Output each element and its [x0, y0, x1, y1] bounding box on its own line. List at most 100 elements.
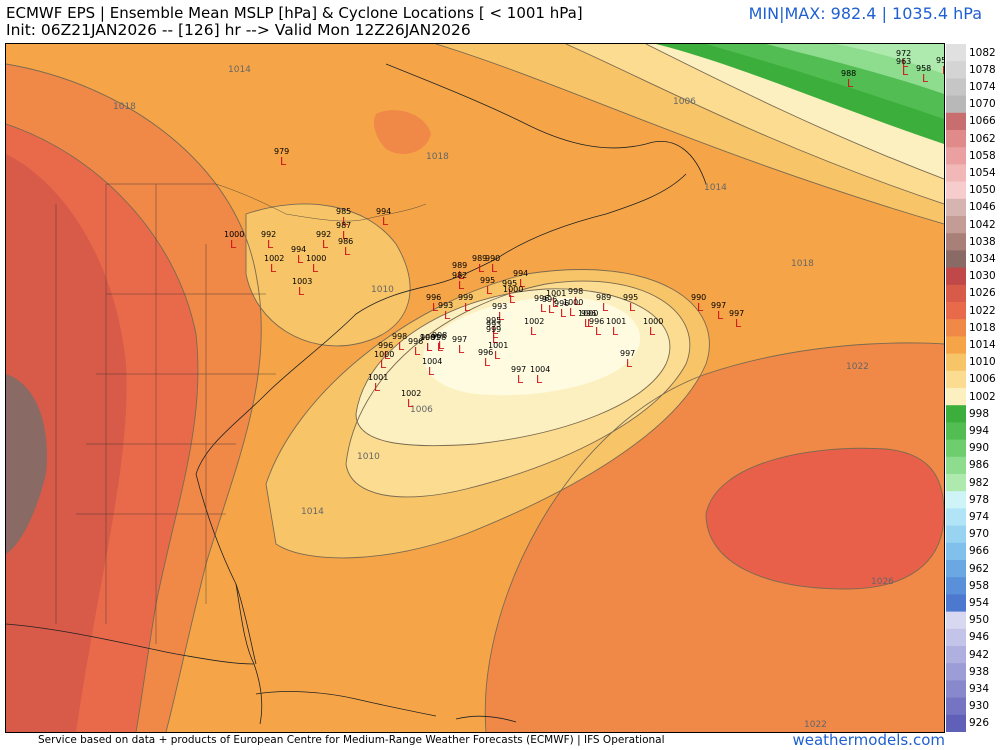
- border-us-canada: [106, 183, 427, 222]
- colorbar-label: 942: [969, 648, 990, 661]
- cyclone-pressure-value: 988: [841, 69, 856, 78]
- cyclone-low-marker: L: [649, 325, 656, 338]
- cyclone-pressure-value: 1000: [374, 350, 394, 359]
- colorbar-swatch: [946, 78, 966, 97]
- cyclone-pressure-value: 998: [568, 287, 583, 296]
- cyclone-low-marker: L: [942, 64, 944, 77]
- isobar-label: 1010: [357, 452, 380, 462]
- cyclone-low-marker: L: [267, 238, 274, 251]
- colorbar-label: 1058: [969, 149, 996, 162]
- colorbar-swatch: [946, 336, 966, 355]
- colorbar-label: 950: [969, 614, 990, 627]
- pressure-field-west-1030: [6, 154, 127, 732]
- colorbar-label: 934: [969, 683, 990, 695]
- cyclone-low-marker: L: [342, 215, 349, 228]
- cyclone-pressure-value: 998: [432, 331, 447, 340]
- cyclone-pressure-value: 996: [554, 299, 569, 308]
- colorbar-swatch: [946, 456, 966, 475]
- colorbar-label: 1082: [969, 46, 996, 59]
- cyclone-pressure-value: 993: [438, 301, 453, 310]
- cyclone-low-marker: L: [494, 349, 501, 362]
- colorbar-label: 1026: [969, 287, 996, 300]
- cyclone-low-marker: L: [902, 57, 909, 70]
- colorbar-label: 1038: [969, 235, 996, 248]
- colorbar-label: 1074: [969, 81, 996, 93]
- isobar-label: 1014: [301, 507, 324, 517]
- isobar-label: 1010: [371, 285, 394, 295]
- pressure-field-ne-990: [836, 44, 944, 74]
- coastline-canada: [385, 63, 707, 185]
- cyclone-pressure-value: 985: [336, 207, 351, 216]
- cyclone-low-marker: L: [560, 307, 567, 320]
- cyclone-pressure-value: 989: [596, 293, 611, 302]
- cyclone-pressure-value: 995: [486, 316, 501, 325]
- cyclone-pressure-value: 989: [452, 261, 467, 270]
- cyclone-low-marker: L: [384, 349, 391, 362]
- colorbar-swatch: [946, 628, 966, 647]
- cyclone-low-marker: L: [428, 365, 435, 378]
- cyclone-pressure-value: 1001: [606, 317, 626, 326]
- cyclone-pressure-value: 993: [492, 302, 507, 311]
- cyclone-low-marker: L: [230, 238, 237, 251]
- pressure-field-west-1034: [6, 374, 47, 554]
- cyclone-pressure-value: 992: [316, 230, 331, 239]
- cyclone-low-marker: L: [270, 262, 277, 275]
- cyclone-low-marker: L: [382, 215, 389, 228]
- cyclone-pressure-value: 996: [408, 337, 423, 346]
- site-link[interactable]: weathermodels.com: [792, 731, 945, 749]
- cyclone-pressure-value: 982: [452, 271, 467, 280]
- cyclone-low-marker: L: [902, 65, 909, 78]
- colorbar-label: 998: [969, 407, 990, 420]
- colorbar-label: 1046: [969, 201, 996, 214]
- cyclone-pressure-value: 1000: [306, 254, 326, 263]
- colorbar-label: 1042: [969, 218, 996, 231]
- cyclone-low-marker: L: [312, 262, 319, 275]
- isobar-label: 1018: [791, 259, 814, 269]
- cyclone-low-marker: L: [280, 155, 287, 168]
- cyclone-pressure-value: 996: [378, 341, 393, 350]
- cyclone-low-marker: L: [438, 339, 445, 352]
- cyclone-low-marker: L: [458, 269, 465, 282]
- cyclone-pressure-value: 994: [291, 245, 306, 254]
- cyclone-low-marker: L: [509, 293, 516, 306]
- colorbar-swatch: [946, 198, 966, 217]
- colorbar-label: 1018: [969, 321, 996, 334]
- colorbar-swatch: [946, 611, 966, 630]
- cyclone-pressure-value: 997: [711, 301, 726, 310]
- isobar-label: 1014: [228, 65, 251, 75]
- isobar-label: 1022: [846, 362, 869, 372]
- cyclone-pressure-value: 1000: [503, 285, 523, 294]
- cyclone-pressure-value: 997: [620, 349, 635, 358]
- cyclone-low-marker: L: [602, 301, 609, 314]
- colorbar-swatch: [946, 439, 966, 458]
- cyclone-pressure-value: 1000: [563, 298, 583, 307]
- colorbar-swatch: [946, 508, 966, 527]
- colorbar-label: 938: [969, 665, 990, 678]
- colorbar-swatch: [946, 130, 966, 148]
- colorbar-swatch: [946, 663, 966, 681]
- cyclone-low-marker: L: [458, 343, 465, 356]
- colorbar-swatch: [946, 61, 966, 79]
- cyclone-pressure-value: 979: [274, 147, 289, 156]
- cyclone-low-marker: L: [426, 341, 433, 354]
- colorbar-label: 994: [969, 425, 990, 437]
- colorbar-swatch: [946, 577, 966, 595]
- colorbar-label: 1078: [969, 63, 996, 76]
